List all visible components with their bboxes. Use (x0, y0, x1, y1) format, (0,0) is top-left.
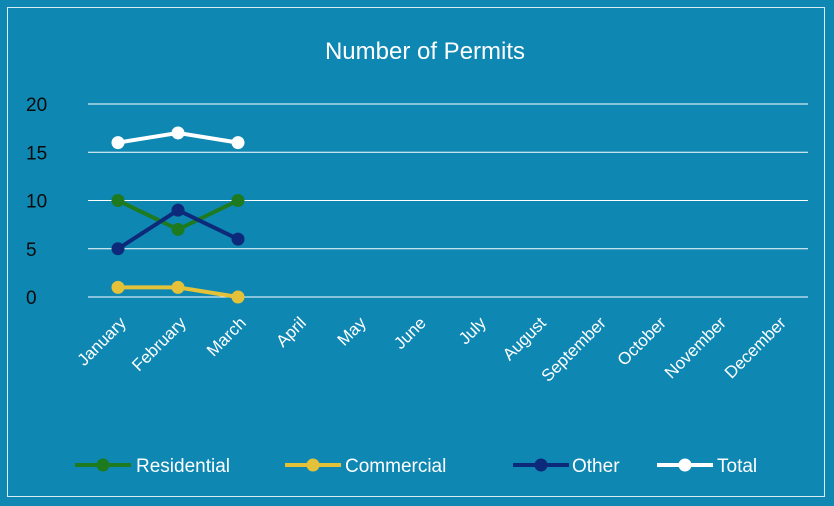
x-tick-label: May (334, 313, 370, 349)
data-point (231, 136, 245, 150)
data-point (231, 194, 245, 207)
chart-title: Number of Permits (325, 38, 525, 65)
y-tick-label: 10 (26, 192, 47, 213)
x-tick-label: October (614, 313, 670, 369)
y-tick-label: 0 (26, 288, 37, 309)
series-commercial (111, 280, 245, 304)
data-point (111, 280, 125, 294)
x-tick-label: December (721, 313, 790, 382)
legend-item-commercial: Commercial (285, 456, 446, 477)
x-tick-label: September (538, 313, 610, 385)
data-point (231, 232, 245, 246)
x-tick-label: November (661, 313, 730, 382)
data-point (171, 222, 185, 236)
x-tick-label: January (74, 313, 131, 370)
data-point (111, 242, 125, 256)
legend-label: Residential (136, 456, 230, 477)
data-point (231, 290, 245, 304)
x-tick-label: July (455, 313, 490, 348)
data-point (111, 194, 125, 207)
legend-swatch-marker (678, 458, 692, 472)
legend-label: Other (572, 456, 620, 477)
legend: Residential Commercial Other Total (75, 456, 757, 477)
gridlines (88, 103, 808, 298)
x-tick-label: August (499, 313, 550, 364)
x-tick-label: March (203, 313, 250, 360)
legend-item-residential: Residential (75, 456, 230, 477)
series-total (111, 126, 245, 150)
chart-frame (7, 7, 825, 497)
y-axis-tick-labels: 0 5 10 15 20 (26, 95, 47, 309)
x-tick-label: June (390, 313, 430, 353)
data-point (171, 280, 185, 294)
legend-label: Commercial (345, 456, 446, 477)
x-tick-label: April (272, 313, 309, 350)
series-other (111, 203, 245, 256)
data-point (111, 136, 125, 150)
y-tick-label: 15 (26, 143, 47, 164)
legend-label: Total (717, 456, 757, 477)
y-tick-label: 5 (26, 240, 37, 261)
series-residential (111, 194, 245, 236)
x-tick-label: February (128, 313, 190, 375)
y-tick-label: 20 (26, 95, 47, 116)
legend-swatch-marker (96, 458, 110, 472)
legend-swatch-marker (534, 458, 548, 472)
legend-swatch-marker (306, 458, 320, 472)
legend-item-total: Total (657, 456, 757, 477)
legend-item-other: Other (513, 456, 620, 477)
data-point (171, 126, 185, 140)
data-point (171, 203, 185, 217)
series-lines (111, 126, 245, 304)
